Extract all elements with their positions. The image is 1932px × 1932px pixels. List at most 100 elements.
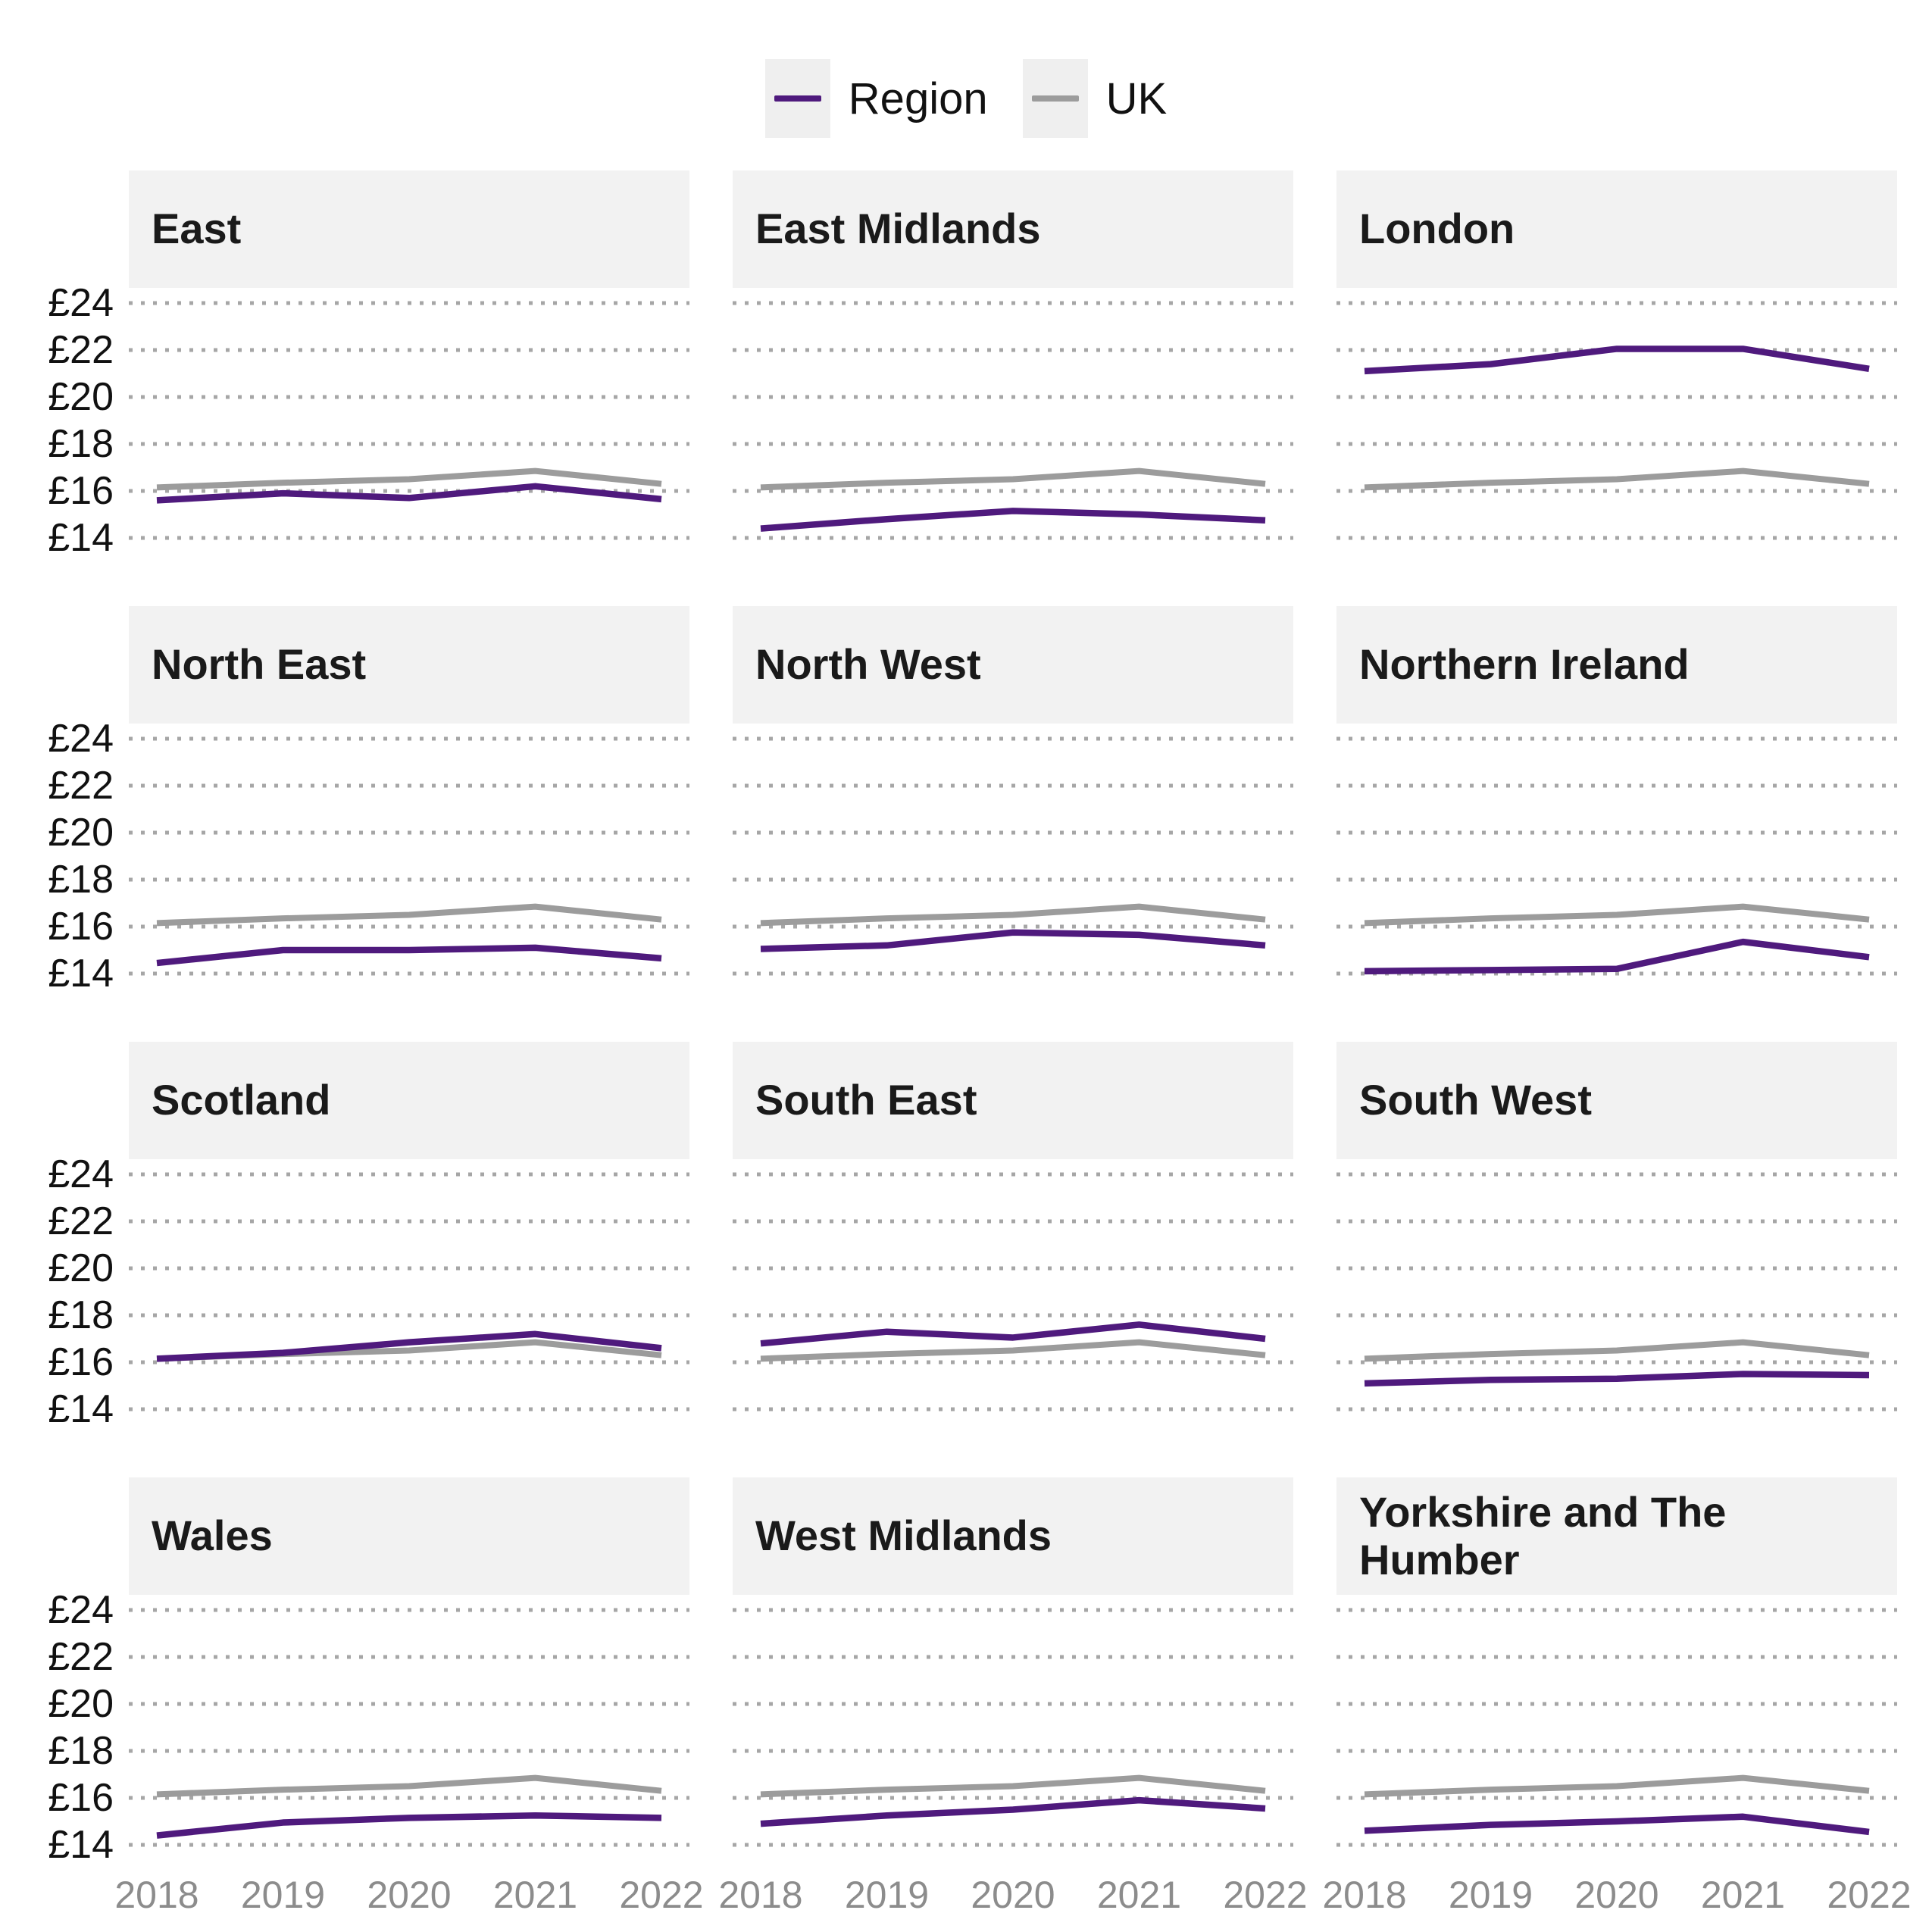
- y-tick-label: £14: [48, 952, 114, 996]
- x-tick-label: 2018: [114, 1874, 199, 1916]
- y-tick-label: £18: [48, 858, 114, 902]
- panel-plot: [129, 736, 689, 976]
- region-line: [156, 483, 662, 504]
- region-line: [1364, 345, 1870, 375]
- region-line: [760, 1321, 1266, 1347]
- panel-title: South East: [755, 1076, 977, 1124]
- y-tick-label: £24: [48, 717, 114, 761]
- panel-north-west: North West: [733, 606, 1293, 996]
- y-tick-label: £22: [48, 764, 114, 808]
- y-tick-label: £16: [48, 469, 114, 513]
- x-tick-label: 2019: [844, 1874, 930, 1916]
- panel-header: Scotland: [129, 1042, 689, 1159]
- y-tick-label: £22: [48, 328, 114, 372]
- x-tick-label: 2020: [367, 1874, 452, 1916]
- panel-title: Wales: [152, 1512, 273, 1560]
- panel-west-midlands: West Midlands: [733, 1477, 1293, 1868]
- panel-header: Wales: [129, 1477, 689, 1595]
- y-tick-label: £14: [48, 1387, 114, 1431]
- panel-title: Northern Ireland: [1359, 640, 1690, 689]
- legend-region-label: Region: [848, 73, 988, 123]
- y-tick-label: £16: [48, 905, 114, 949]
- uk-line: [1364, 903, 1870, 927]
- uk-line: [156, 1774, 662, 1798]
- y-tick-label: £14: [48, 1823, 114, 1867]
- x-tick-label: 2018: [1322, 1874, 1407, 1916]
- legend-item-uk: UK: [1022, 59, 1168, 138]
- panel-south-west: South West: [1336, 1042, 1897, 1432]
- panel-header: East Midlands: [733, 170, 1293, 288]
- panel-yorkshire-and-the-humber: Yorkshire and The Humber: [1336, 1477, 1897, 1868]
- panel-header: South East: [733, 1042, 1293, 1159]
- uk-line: [760, 1774, 1266, 1798]
- y-tick-label: £24: [48, 281, 114, 325]
- uk-line-icon: [1031, 95, 1079, 102]
- panel-scotland: Scotland: [129, 1042, 689, 1432]
- region-line-icon: [774, 95, 821, 102]
- panel-east: East: [129, 170, 689, 561]
- y-tick-label: £20: [48, 375, 114, 419]
- y-tick-label: £20: [48, 1246, 114, 1290]
- x-tick-label: 2022: [1827, 1874, 1912, 1916]
- panel-title: West Midlands: [755, 1512, 1052, 1560]
- region-line: [1364, 1371, 1870, 1387]
- panel-title: Yorkshire and The Humber: [1359, 1487, 1727, 1583]
- region-line-swatch: [764, 59, 830, 138]
- region-line: [156, 1812, 662, 1839]
- y-tick-label: £24: [48, 1152, 114, 1196]
- uk-line-swatch: [1022, 59, 1088, 138]
- y-tick-label: £18: [48, 422, 114, 466]
- panel-title: East Midlands: [755, 205, 1041, 253]
- panel-plot: [1336, 1172, 1897, 1411]
- panel-plot: [1336, 736, 1897, 976]
- panel-plot: [733, 1608, 1293, 1847]
- panel-header: Northern Ireland: [1336, 606, 1897, 724]
- y-tick-label: £20: [48, 1682, 114, 1726]
- y-tick-label: £14: [48, 516, 114, 560]
- panel-plot: [129, 1172, 689, 1411]
- panel-plot: [1336, 1608, 1897, 1847]
- panel-title: Scotland: [152, 1076, 331, 1124]
- panel-plot: [733, 301, 1293, 540]
- x-tick-label: 2019: [1448, 1874, 1533, 1916]
- panel-title: South West: [1359, 1076, 1592, 1124]
- panel-title: North East: [152, 640, 367, 689]
- uk-line: [1364, 1339, 1870, 1362]
- panel-header: North East: [129, 606, 689, 724]
- chart-legend: Region UK: [0, 53, 1932, 144]
- y-tick-label: £24: [48, 1588, 114, 1632]
- y-tick-label: £22: [48, 1199, 114, 1243]
- region-line: [760, 508, 1266, 532]
- panel-title: London: [1359, 205, 1515, 253]
- panel-header: North West: [733, 606, 1293, 724]
- panel-plot: [1336, 301, 1897, 540]
- uk-line: [156, 467, 662, 491]
- uk-line: [156, 903, 662, 927]
- y-tick-label: £22: [48, 1635, 114, 1679]
- panel-header: London: [1336, 170, 1897, 288]
- x-tick-label: 2021: [1700, 1874, 1786, 1916]
- panel-header: East: [129, 170, 689, 288]
- x-tick-label: 2019: [240, 1874, 326, 1916]
- panel-title: East: [152, 205, 242, 253]
- uk-line: [1364, 1774, 1870, 1798]
- x-tick-label: 2021: [1096, 1874, 1182, 1916]
- uk-line: [760, 467, 1266, 491]
- uk-line: [760, 1339, 1266, 1362]
- panel-plot: [733, 736, 1293, 976]
- panel-header: Yorkshire and The Humber: [1336, 1477, 1897, 1595]
- x-tick-label: 2022: [619, 1874, 704, 1916]
- x-tick-label: 2018: [718, 1874, 803, 1916]
- region-line: [1364, 1813, 1870, 1836]
- region-line: [156, 1330, 662, 1362]
- panel-plot: [733, 1172, 1293, 1411]
- region-line: [760, 1796, 1266, 1827]
- panel-plot: [129, 1608, 689, 1847]
- x-tick-label: 2021: [492, 1874, 578, 1916]
- panel-london: London: [1336, 170, 1897, 561]
- y-tick-label: £18: [48, 1293, 114, 1337]
- panel-plot: [129, 301, 689, 540]
- y-tick-label: £16: [48, 1340, 114, 1384]
- legend-uk-label: UK: [1105, 73, 1168, 123]
